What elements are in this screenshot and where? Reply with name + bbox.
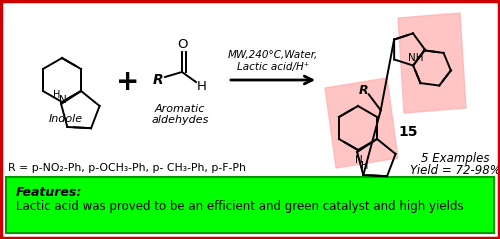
Text: N: N bbox=[355, 155, 363, 165]
Text: Indole: Indole bbox=[49, 114, 83, 124]
Text: +: + bbox=[116, 68, 140, 96]
FancyBboxPatch shape bbox=[6, 177, 494, 233]
Text: R: R bbox=[152, 73, 164, 87]
Text: Features:: Features: bbox=[16, 186, 82, 199]
Polygon shape bbox=[325, 78, 398, 168]
Text: NH: NH bbox=[408, 53, 424, 63]
Text: Yield = 72-98%: Yield = 72-98% bbox=[410, 164, 500, 177]
Text: R: R bbox=[359, 84, 368, 97]
Text: H: H bbox=[197, 80, 207, 92]
Text: N: N bbox=[59, 95, 67, 105]
Text: Aromatic: Aromatic bbox=[155, 104, 205, 114]
Polygon shape bbox=[398, 13, 466, 113]
Text: aldehydes: aldehydes bbox=[152, 115, 208, 125]
Text: H: H bbox=[54, 90, 61, 100]
Text: R = p-NO₂-Ph, p-OCH₃-Ph, p- CH₃-Ph, p-F-Ph: R = p-NO₂-Ph, p-OCH₃-Ph, p- CH₃-Ph, p-F-… bbox=[8, 163, 246, 173]
Text: Lactic acid/H⁺: Lactic acid/H⁺ bbox=[237, 62, 309, 72]
Text: Lactic acid was proved to be an efficient and green catalyst and high yields: Lactic acid was proved to be an efficien… bbox=[16, 200, 464, 213]
Text: MW,240°C,Water,: MW,240°C,Water, bbox=[228, 50, 318, 60]
Text: 5 Examples: 5 Examples bbox=[421, 152, 489, 165]
Text: H: H bbox=[362, 161, 369, 171]
Text: 15: 15 bbox=[398, 125, 418, 139]
Text: O: O bbox=[178, 38, 188, 50]
